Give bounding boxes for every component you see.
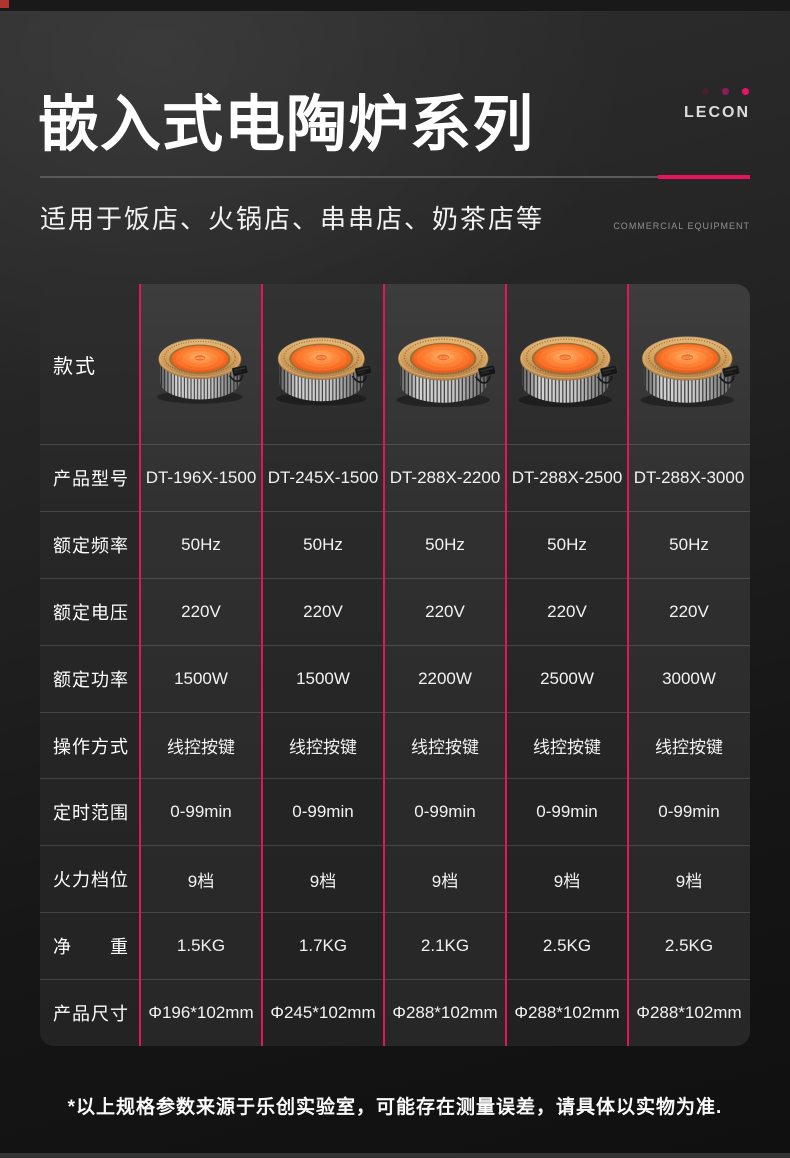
page-subtitle: 适用于饭店、火锅店、串串店、奶茶店等 (40, 204, 545, 234)
spec-label: 额定电压 (53, 602, 129, 623)
page-title: 嵌入式电陶炉系列 (38, 90, 535, 158)
spec-value: DT-288X-3000 (633, 467, 745, 487)
spec-value: DT-245X-1500 (267, 467, 379, 487)
column-background (140, 284, 262, 1046)
column-background (262, 284, 384, 1046)
spec-value: 50Hz (303, 534, 343, 554)
divider-accent-segment (658, 175, 750, 179)
spec-row: 产品尺寸 Φ196*102mm Φ245*102mm Φ288*102mm Φ288*1… (40, 979, 750, 1046)
spec-label: 净 重 (53, 937, 129, 958)
spec-value: 2.1KG (420, 936, 470, 956)
spec-value: 线控按键 (167, 738, 235, 757)
spec-value: 9档 (309, 871, 337, 891)
top-edge-band (0, 0, 790, 11)
spec-label: 火力档位 (53, 870, 129, 891)
spec-value: 3000W (662, 668, 716, 688)
spec-row: 定时范围 0-99min 0-99min 0-99min 0-99min 0-99min (40, 778, 750, 845)
column-background (628, 284, 750, 1046)
spec-row: 火力档位 9档 9档 9档 9档 9档 (40, 845, 750, 912)
product-photo (140, 284, 262, 444)
product-photo (262, 284, 384, 444)
spec-value: 1500W (296, 668, 350, 688)
spec-value: 线控按键 (533, 738, 601, 757)
spec-value: 1.7KG (298, 936, 348, 956)
brand-tagline: COMMERCIAL EQUIPMENT (613, 221, 750, 231)
spec-label: 定时范围 (53, 803, 129, 824)
spec-value: 220V (181, 601, 221, 621)
spec-value: 9档 (553, 871, 581, 891)
header-divider (40, 175, 750, 179)
product-photo (384, 284, 506, 444)
spec-table: 款式 产品型号 DT-196X-1500 DT-245X-1500 DT-288X-2… (40, 284, 750, 1046)
dot-icon (722, 88, 729, 95)
spec-value: 50Hz (181, 534, 221, 554)
spec-value: DT-288X-2500 (511, 467, 623, 487)
spec-value: 线控按键 (411, 738, 479, 757)
spec-value: 2.5KG (664, 936, 714, 956)
spec-value: 220V (547, 601, 587, 621)
spec-value: 线控按键 (655, 738, 723, 757)
dot-icon (702, 88, 709, 95)
spec-label: 额定频率 (53, 535, 129, 556)
column-background (40, 284, 140, 1046)
spec-row: 额定电压 220V 220V 220V 220V 220V (40, 577, 750, 645)
spec-value: DT-288X-2200 (389, 467, 501, 487)
spec-value: Φ288*102mm (392, 1003, 498, 1023)
column-background (506, 284, 628, 1046)
divider-gray-segment (40, 176, 658, 178)
spec-value: 0-99min (658, 802, 720, 822)
spec-value: 9档 (675, 871, 703, 891)
spec-value: 2.5KG (542, 936, 592, 956)
product-photo (506, 284, 628, 444)
brand-dots-icon (684, 88, 750, 95)
corner-red-mark (0, 0, 9, 8)
spec-row: 净 重 1.5KG 1.7KG 2.1KG 2.5KG 2.5KG (40, 912, 750, 979)
column-background (384, 284, 506, 1046)
bottom-edge-band (0, 1153, 790, 1158)
spec-value: 0-99min (536, 802, 598, 822)
spec-value: 线控按键 (289, 738, 357, 757)
spec-value: 220V (425, 601, 465, 621)
spec-value: Φ288*102mm (636, 1003, 742, 1023)
brand-logo: LECON (684, 88, 750, 122)
spec-value: Φ288*102mm (514, 1003, 620, 1023)
brand-name: LECON (684, 104, 750, 121)
spec-value: DT-196X-1500 (145, 467, 257, 487)
spec-value: 50Hz (669, 534, 709, 554)
spec-value: 0-99min (414, 802, 476, 822)
spec-value: 0-99min (292, 802, 354, 822)
spec-label: 额定功率 (53, 669, 129, 690)
spec-label: 产品型号 (53, 468, 129, 489)
spec-value: 1500W (174, 668, 228, 688)
dot-icon (742, 88, 749, 95)
spec-value: 50Hz (547, 534, 587, 554)
spec-row: 操作方式 线控按键 线控按键 线控按键 线控按键 线控按键 (40, 711, 750, 779)
style-header-label: 款式 (53, 355, 97, 378)
spec-row: 额定频率 50Hz 50Hz 50Hz 50Hz 50Hz (40, 510, 750, 578)
spec-value: 0-99min (170, 802, 232, 822)
spec-value: Φ196*102mm (148, 1003, 254, 1023)
spec-value: Φ245*102mm (270, 1003, 376, 1023)
spec-value: 50Hz (425, 534, 465, 554)
spec-label: 操作方式 (53, 736, 129, 757)
table-header-row: 款式 (40, 284, 750, 444)
spec-value: 220V (303, 601, 343, 621)
disclaimer-text: *以上规格参数来源于乐创实验室，可能存在测量误差，请具体以实物为准. (67, 1097, 723, 1118)
spec-value: 2200W (418, 668, 472, 688)
spec-row: 产品型号 DT-196X-1500 DT-245X-1500 DT-288X-2200… (40, 444, 750, 511)
spec-value: 2500W (540, 668, 594, 688)
spec-label: 产品尺寸 (53, 1004, 129, 1025)
spec-value: 220V (669, 601, 709, 621)
spec-row: 额定功率 1500W 1500W 2200W 2500W 3000W (40, 644, 750, 712)
product-photo (628, 284, 750, 444)
spec-value: 1.5KG (176, 936, 226, 956)
spec-value: 9档 (187, 871, 215, 891)
spec-value: 9档 (431, 871, 459, 891)
